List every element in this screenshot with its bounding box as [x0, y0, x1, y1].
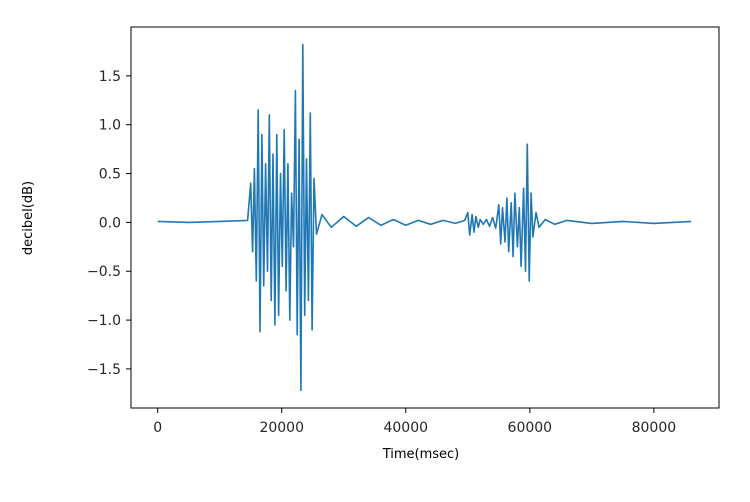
- y-axis: 1.5 1.0 0.5 0.0 −0.5 −1.0 −1.5: [87, 69, 131, 378]
- x-tick-label: 80000: [632, 420, 677, 436]
- x-axis-label: Time(msec): [382, 447, 460, 462]
- waveform-line: [157, 43, 692, 392]
- y-tick-label: 0.0: [99, 215, 121, 231]
- series-group: [157, 43, 692, 392]
- x-tick-label: 20000: [259, 420, 304, 436]
- y-tick-label: −1.0: [87, 313, 121, 329]
- y-tick-label: −0.5: [87, 264, 121, 280]
- x-tick-label: 40000: [383, 420, 428, 436]
- y-tick-label: 1.0: [99, 118, 121, 134]
- y-tick-label: −1.5: [87, 362, 121, 378]
- y-axis-label: decibel(dB): [21, 181, 36, 255]
- y-tick-label: 1.5: [99, 69, 121, 85]
- x-tick-label: 60000: [508, 420, 553, 436]
- plot-frame: [130, 26, 720, 409]
- x-axis: 0 20000 40000 60000 80000: [153, 408, 676, 436]
- y-tick-label: 0.5: [99, 167, 121, 183]
- x-tick-label: 0: [153, 420, 162, 436]
